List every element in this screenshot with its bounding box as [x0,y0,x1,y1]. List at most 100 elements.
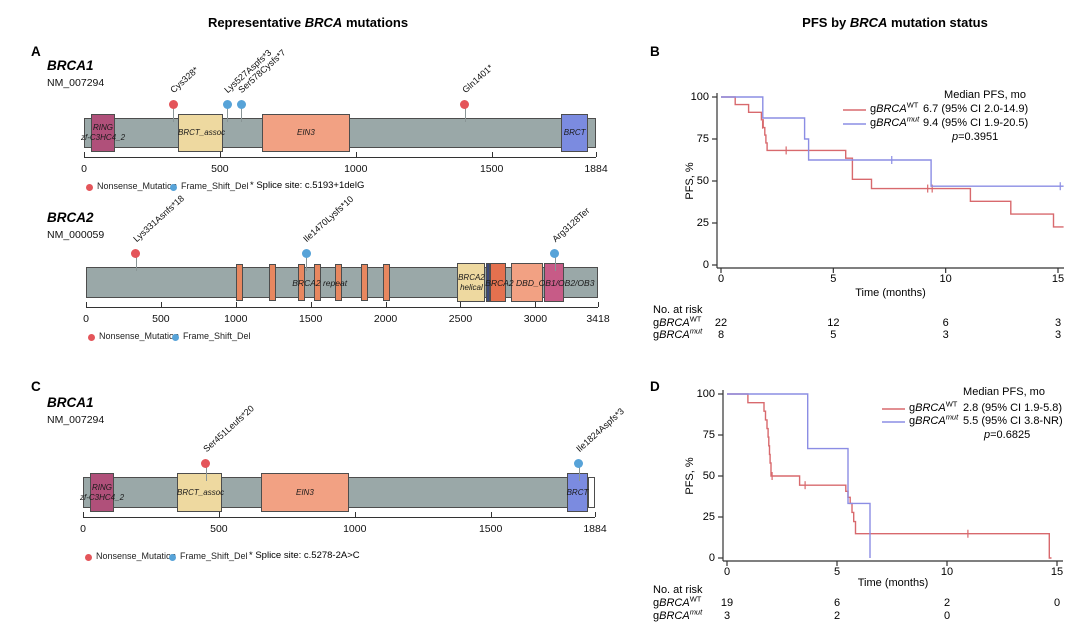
xtick-label: 0 [723,566,731,578]
right-panel-title: PFS by BRCA mutation status [802,15,988,30]
risk-row-label: gBRCAWT [653,594,702,609]
ytick-label: 100 [690,91,709,103]
risk-table-title: No. at risk [653,304,703,316]
risk-value: 8 [717,329,725,341]
axis-tick [460,302,462,307]
legend-dot [85,554,92,561]
legend-series-name: gBRCAmut [909,412,959,427]
legend-label: Frame_Shift_Del [181,181,249,191]
risk-value: 3 [723,610,731,622]
mutation-stem [227,104,229,122]
x-axis-title: Time (months) [855,287,926,299]
km-curve [721,96,1064,228]
legend-line [843,123,866,125]
risk-value: 2 [833,610,841,622]
axis-line [86,307,598,308]
axis-tick-label: 0 [81,163,87,175]
legend-dot [170,184,177,191]
legend-median-value: 6.7 (95% CI 2.0-14.9) [923,103,1029,115]
legend-dot [86,184,93,191]
splice-note: * Splice site: c.5193+1delG [250,180,365,191]
axis-tick-label: 1000 [343,523,367,535]
axis-tick-label: 500 [211,163,229,175]
risk-value: 3 [1054,317,1062,329]
left-panel-title: Representative BRCA mutations [207,15,409,30]
legend-dot [169,554,176,561]
axis-tick [385,302,387,307]
x-axis-title: Time (months) [857,577,929,589]
legend-line [882,421,905,423]
ytick-label: 25 [702,511,715,523]
axis-tick-label: 0 [80,523,86,535]
domain-block [261,473,349,512]
xtick-label: 5 [833,566,841,578]
mutation-stem [554,253,556,271]
risk-value: 6 [833,597,841,609]
repeat-domain-block [298,264,306,301]
repeat-domain-block [313,264,321,301]
gene-name: BRCA1 [47,58,94,73]
axis-tick [83,512,84,517]
panel-letter-c: C [31,379,41,394]
axis-tick [598,302,599,307]
legend-series-name: gBRCAWT [870,100,919,115]
domain-block [485,263,491,302]
km-curve [727,393,871,558]
ytick-label: 100 [696,388,715,400]
axis-tick-label: 1884 [584,163,608,175]
axis-tick [490,512,492,517]
mutation-lollipop-dot [131,248,141,258]
mutation-lollipop-dot [236,99,246,109]
axis-tick [595,512,596,517]
domain-block [178,114,223,152]
domain-block [510,263,543,302]
xtick-label: 10 [940,566,954,578]
splice-note: * Splice site: c.5278-2A>C [249,550,360,561]
axis-tick-label: 1000 [224,313,248,325]
risk-table-title: No. at risk [653,584,703,596]
axis-tick-label: 1500 [299,313,323,325]
domain-span-label: BRCA2 DBD_OB1/OB2/OB3 [485,277,595,288]
risk-row-label: gBRCAWT [653,314,702,329]
mutation-lollipop-dot [168,99,178,109]
axis-tick [160,302,162,307]
mutation-lollipop-dot [222,99,232,109]
mutation-lollipop-dot [301,248,311,258]
axis-tick-label: 2000 [373,313,398,325]
mutation-lollipop-dot [201,458,211,468]
mutation-stem [135,253,137,271]
domain-block [262,114,350,152]
p-value: p=0.3951 [952,131,999,143]
ytick-label: 75 [702,429,715,441]
legend-dot [172,334,179,341]
mutation-stem [241,104,243,122]
risk-value: 12 [827,317,840,329]
ytick-label: 0 [702,259,709,271]
legend-label: Frame_Shift_Del [180,551,248,561]
axis-tick-label: 1500 [478,523,503,535]
axis-tick [535,302,537,307]
domain-block [561,114,589,152]
legend-median-value: 5.5 (95% CI 3.8-NR) [963,415,1063,427]
mutation-stem [306,253,308,271]
axis-tick-label: 500 [152,313,170,325]
risk-value: 6 [942,317,949,329]
transcript-id: NM_007294 [47,77,105,89]
xtick-label: 10 [939,273,952,285]
risk-row-label: gBRCAmut [653,326,703,341]
axis-tick [235,302,237,307]
repeat-domain-block [268,264,276,301]
transcript-id: NM_000059 [47,229,105,241]
axis-tick [491,152,493,157]
risk-value: 5 [830,329,837,341]
legend-dot [88,334,95,341]
mutation-lollipop-dot [574,458,584,468]
legend-line [882,408,905,410]
risk-value: 2 [943,597,951,609]
axis-tick [310,302,312,307]
legend-series-name: gBRCAWT [909,399,958,414]
axis-tick [84,152,85,157]
axis-tick-label: 1500 [479,163,504,175]
panel-letter-b: B [650,44,660,59]
transcript-id: NM_007294 [47,414,105,426]
